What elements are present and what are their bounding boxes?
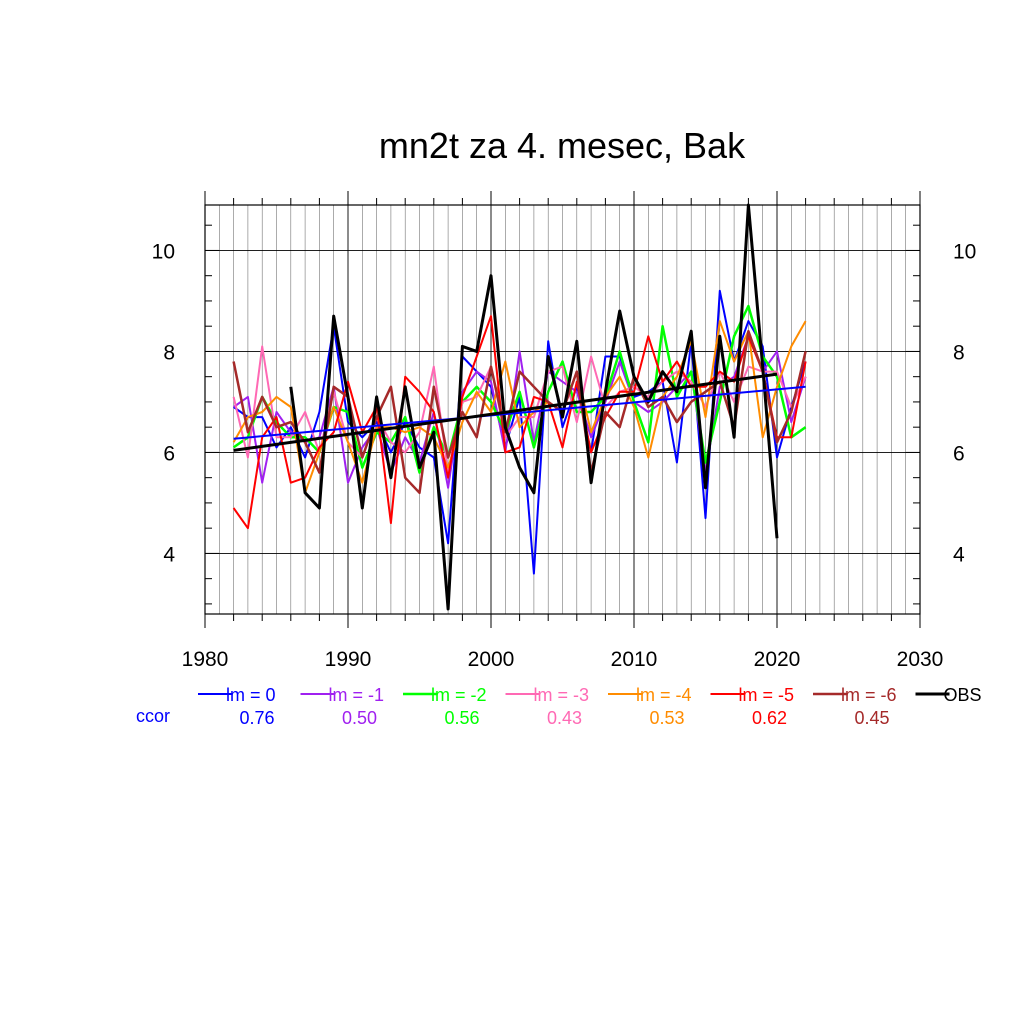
- legend-label-5: lm = -5: [739, 685, 795, 705]
- legend: lm = 0 lm = -1 lm = -2 lm = -3 lm = -4 lm = -…: [136, 685, 982, 728]
- legend-label-6: lm = -6: [841, 685, 897, 705]
- x-tick-label: 2010: [611, 648, 658, 671]
- y-tick-label-right: 8: [953, 341, 965, 364]
- x-tick-label: 2020: [754, 648, 801, 671]
- y-tick-label: 6: [163, 442, 175, 465]
- plot-border: [204, 204, 921, 615]
- legend-label-3: lm = -3: [534, 685, 590, 705]
- y-tick-label: 8: [163, 341, 175, 364]
- legend-label-2: lm = -2: [431, 685, 487, 705]
- x-tick-label: 1980: [182, 648, 229, 671]
- legend-label-1: lm = -1: [329, 685, 385, 705]
- ccor-value-4: 0.53: [649, 708, 684, 728]
- trend-line-0: [233, 385, 806, 440]
- ccor-value-3: 0.43: [547, 708, 582, 728]
- legend-label-7: OBS: [944, 685, 982, 705]
- ccor-value-5: 0.62: [752, 708, 787, 728]
- ccor-value-6: 0.45: [854, 708, 889, 728]
- series-line-6: [232, 329, 807, 495]
- series-line-7: [289, 203, 779, 611]
- axes: 1980 1990 2000 2010 2020 2030 4 4 6 6 8 8 10 10: [152, 191, 976, 671]
- y-tick-label-right: 4: [953, 543, 965, 566]
- trend-line-1: [233, 372, 778, 452]
- chart-title: mn2t za 4. mesec, Bak: [379, 125, 746, 166]
- legend-label-4: lm = -4: [636, 685, 692, 705]
- plot-area: [232, 203, 807, 611]
- ccor-label: ccor: [136, 706, 170, 726]
- y-tick-label: 10: [152, 240, 175, 263]
- x-tick-label: 2000: [468, 648, 515, 671]
- y-tick-label-right: 10: [953, 240, 976, 263]
- x-tick-label: 1990: [325, 648, 372, 671]
- y-tick-label-right: 6: [953, 442, 965, 465]
- ccor-value-0: 0.76: [239, 708, 274, 728]
- ccor-value-1: 0.50: [342, 708, 377, 728]
- ccor-value-2: 0.56: [444, 708, 479, 728]
- x-tick-label: 2030: [897, 648, 944, 671]
- y-tick-label: 4: [163, 543, 175, 566]
- legend-label-0: lm = 0: [226, 685, 276, 705]
